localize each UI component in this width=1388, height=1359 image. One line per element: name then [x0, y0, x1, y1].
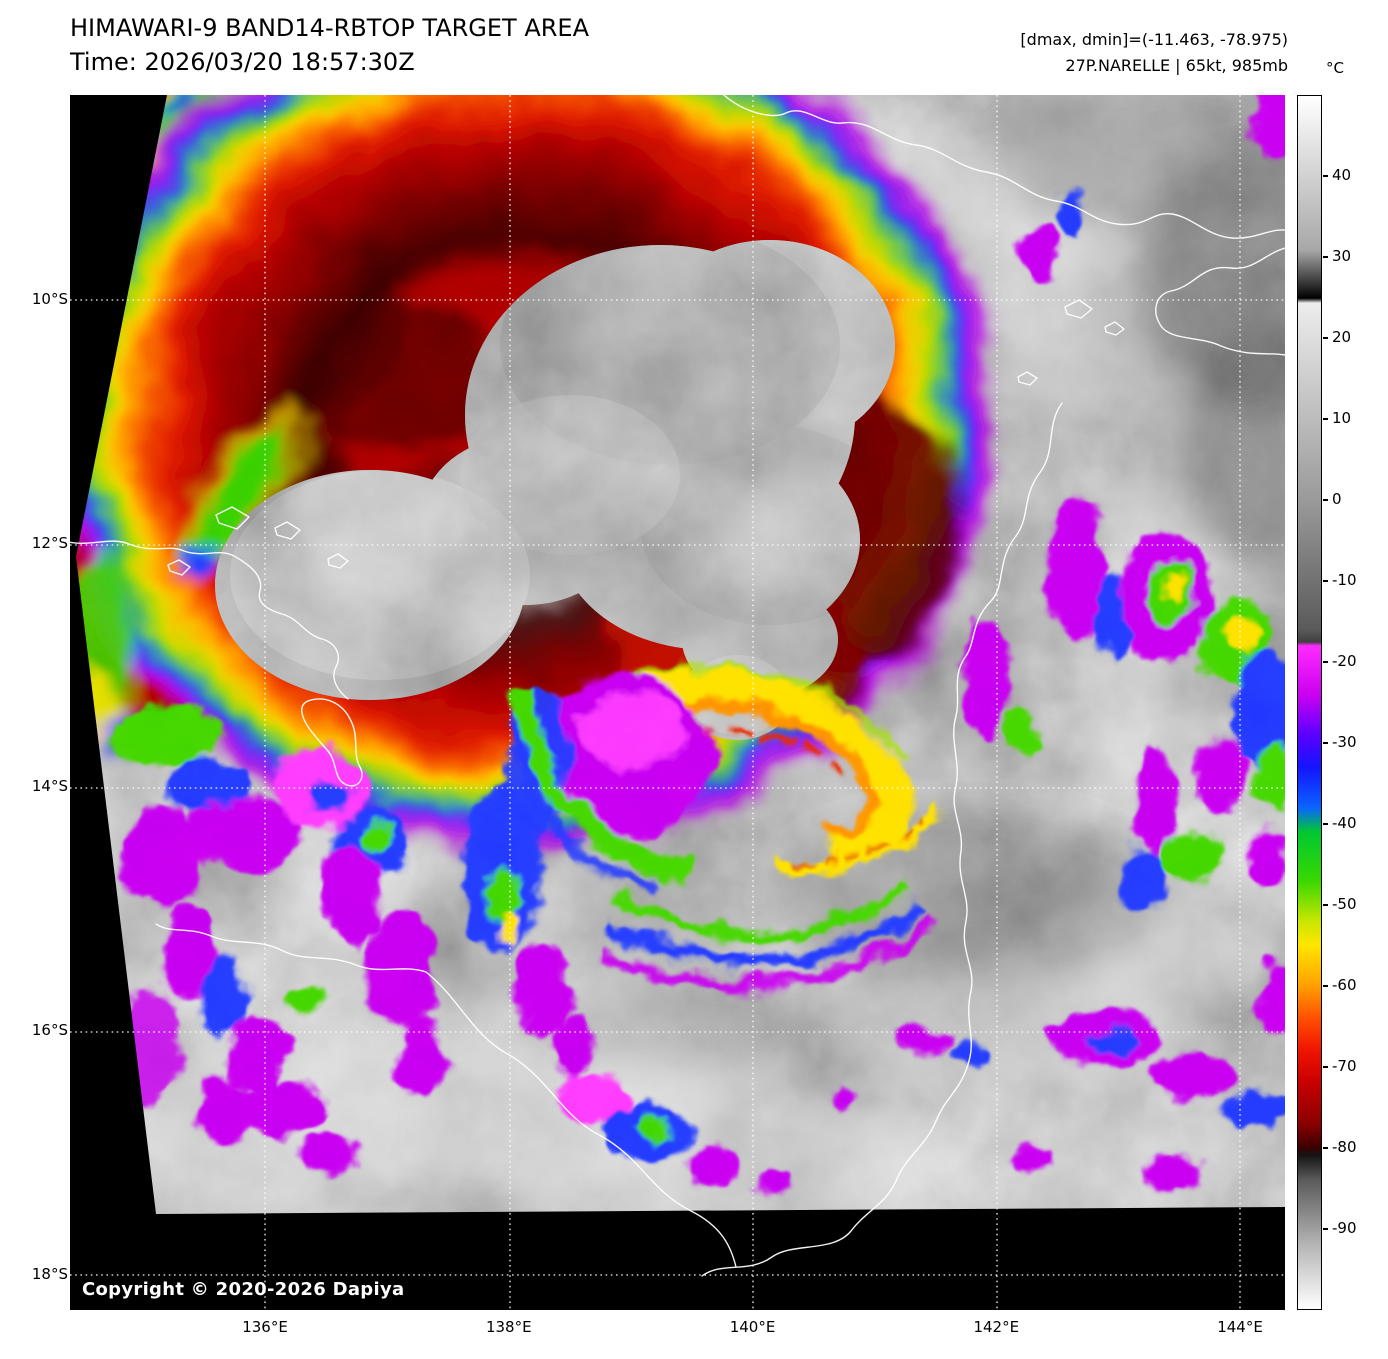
colorbar-tick-mark — [1323, 337, 1328, 339]
lat-label: 10°S — [31, 290, 68, 308]
colorbar-tick-label: 20 — [1332, 328, 1352, 346]
colorbar-tick-label: -80 — [1332, 1138, 1357, 1156]
colorbar-tick-label: 10 — [1332, 409, 1352, 427]
colorbar-tick-label: 30 — [1332, 247, 1352, 265]
colorbar-tick-label: -30 — [1332, 733, 1357, 751]
storm-info-label: 27P.NARELLE | 65kt, 985mb — [1065, 56, 1288, 75]
colorbar-gradient — [1297, 95, 1322, 1310]
colorbar-tick-mark — [1323, 256, 1328, 258]
colorbar-tick-label: -90 — [1332, 1219, 1357, 1237]
colorbar-tick-mark — [1323, 985, 1328, 987]
lon-label: 140°E — [729, 1318, 776, 1336]
colorbar-tick-label: 40 — [1332, 166, 1352, 184]
lon-label: 138°E — [485, 1318, 532, 1336]
colorbar-tick-mark — [1323, 499, 1328, 501]
lat-label: 16°S — [31, 1021, 68, 1040]
colorbar-tick-label: -10 — [1332, 571, 1357, 589]
colorbar-tick-mark — [1323, 1066, 1328, 1068]
colorbar-tick-mark — [1323, 661, 1328, 663]
colorbar-tick-label: -40 — [1332, 814, 1357, 832]
header-right: [dmax, dmin]=(-11.463, -78.975) 27P.NARE… — [1020, 27, 1288, 79]
time-label: Time: 2026/03/20 18:57:30Z — [70, 48, 415, 76]
page-title: HIMAWARI-9 BAND14-RBTOP TARGET AREA — [70, 14, 590, 42]
satellite-image — [70, 95, 1285, 1310]
coastlines — [70, 95, 1285, 1277]
colorbar-tick-mark — [1323, 742, 1328, 744]
colorbar-tick-mark — [1323, 1228, 1328, 1230]
lat-label: 18°S — [31, 1264, 68, 1283]
colorbar-tick-label: -60 — [1332, 976, 1357, 994]
texture-overlay — [76, 95, 1285, 1214]
colorbar-unit: °C — [1326, 59, 1344, 77]
dmax-dmin-label: [dmax, dmin]=(-11.463, -78.975) — [1020, 30, 1288, 49]
map-plot: Copyright © 2020-2026 Dapiya — [70, 95, 1285, 1310]
copyright: Copyright © 2020-2026 Dapiya — [82, 1279, 405, 1300]
colorbar-tick-label: -70 — [1332, 1057, 1357, 1075]
colorbar-tick-mark — [1323, 1147, 1328, 1149]
lat-label: 14°S — [31, 777, 68, 796]
colorbar-tick-label: 0 — [1332, 490, 1342, 508]
colorbar-tick-mark — [1323, 418, 1328, 420]
colorbar-tick-label: -20 — [1332, 652, 1357, 670]
colorbar-tick-mark — [1323, 580, 1328, 582]
colorbar-tick-label: -50 — [1332, 895, 1357, 913]
lon-label: 142°E — [973, 1318, 1020, 1336]
colorbar-tick-mark — [1323, 823, 1328, 825]
lon-label: 144°E — [1217, 1318, 1263, 1336]
lon-label: 136°E — [242, 1318, 288, 1336]
colorbar-tick-mark — [1323, 175, 1328, 177]
colorbar-tick-mark — [1323, 904, 1328, 906]
lat-label: 12°S — [31, 533, 68, 552]
data-swath — [76, 95, 1285, 1214]
